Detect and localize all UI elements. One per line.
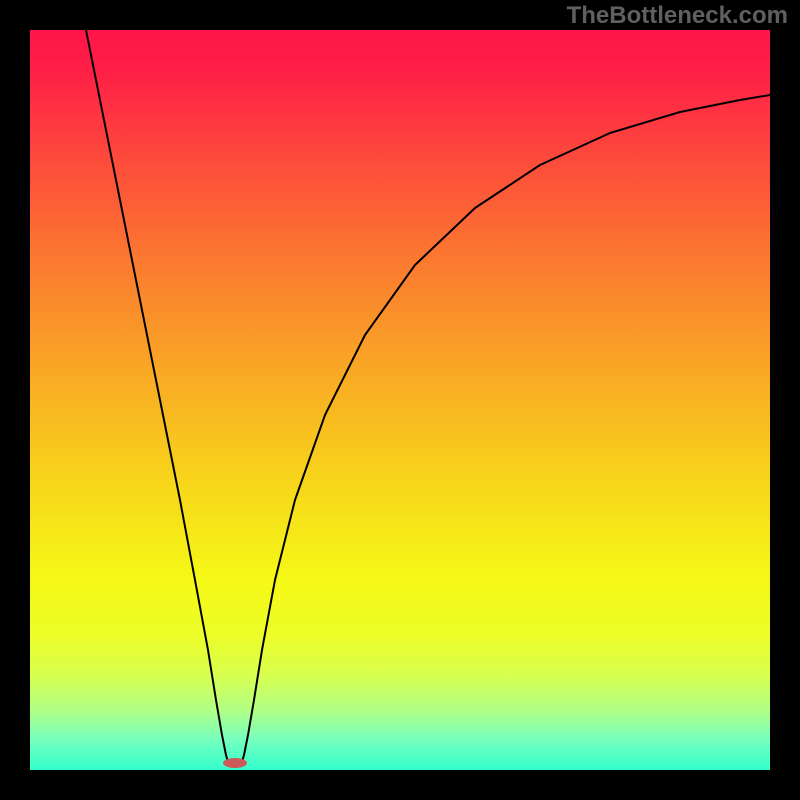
chart-svg bbox=[0, 0, 800, 800]
bottleneck-chart: TheBottleneck.com bbox=[0, 0, 800, 800]
optimum-marker bbox=[223, 758, 247, 768]
watermark-text: TheBottleneck.com bbox=[567, 2, 788, 30]
plot-background bbox=[30, 30, 770, 770]
